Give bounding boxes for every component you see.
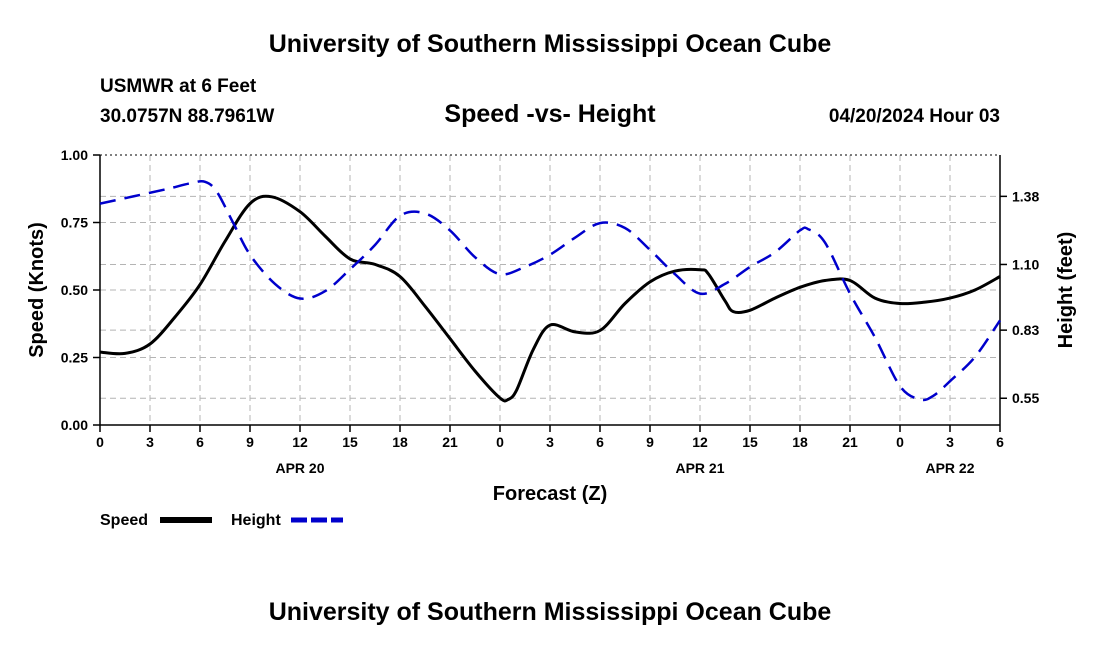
x-tick-label: 3	[946, 434, 954, 450]
x-tick-label: 3	[546, 434, 554, 450]
legend-label-speed: Speed	[100, 512, 148, 529]
legend-label-height: Height	[231, 512, 281, 529]
x-tick-label: 6	[196, 434, 204, 450]
x-axis-title: Forecast (Z)	[493, 483, 607, 505]
speed-series-line	[99, 194, 1001, 403]
x-tick-label: 21	[442, 434, 458, 450]
y2-tick-label: 0.83	[1012, 322, 1039, 338]
y-tick-label: 0.50	[61, 282, 88, 298]
x-tick-label: 3	[146, 434, 154, 450]
x-tick-label: 18	[792, 434, 808, 450]
chart-subtitle: Speed -vs- Height	[444, 100, 656, 128]
footer-title: University of Southern Mississippi Ocean…	[268, 598, 832, 626]
x-tick-label: 18	[392, 434, 408, 450]
y2-tick-label: 1.38	[1012, 188, 1039, 204]
y-tick-label: 0.00	[61, 417, 88, 433]
coordinates-label: 30.0757N 88.7961W	[100, 106, 275, 127]
x-tick-label: 15	[742, 434, 758, 450]
y-tick-label: 0.25	[61, 350, 88, 366]
y2-tick-label: 1.10	[1012, 256, 1039, 272]
datetime-label: 04/20/2024 Hour 03	[828, 106, 1000, 127]
x-tick-label: 9	[646, 434, 654, 450]
x-tick-label: 0	[496, 434, 504, 450]
station-label: USMWR at 6 Feet	[100, 76, 257, 97]
x-tick-label: 12	[692, 434, 708, 450]
x-day-label: APR 20	[275, 460, 324, 476]
chart-title: University of Southern Mississippi Ocean…	[268, 30, 832, 58]
x-tick-label: 12	[292, 434, 308, 450]
x-tick-label: 6	[596, 434, 604, 450]
y2-tick-label: 0.55	[1012, 390, 1039, 406]
y2-axis-title: Height (feet)	[1055, 232, 1077, 349]
x-tick-label: 21	[842, 434, 858, 450]
x-tick-label: 6	[996, 434, 1004, 450]
x-day-label: APR 21	[675, 460, 724, 476]
x-tick-label: 0	[896, 434, 904, 450]
y-tick-label: 0.75	[61, 215, 88, 231]
height-series-line	[99, 179, 1002, 402]
y-axis-title: Speed (Knots)	[26, 222, 48, 358]
x-tick-label: 0	[96, 434, 104, 450]
x-tick-label: 9	[246, 434, 254, 450]
x-day-label: APR 22	[925, 460, 974, 476]
y-tick-label: 1.00	[61, 147, 88, 163]
x-tick-label: 15	[342, 434, 358, 450]
